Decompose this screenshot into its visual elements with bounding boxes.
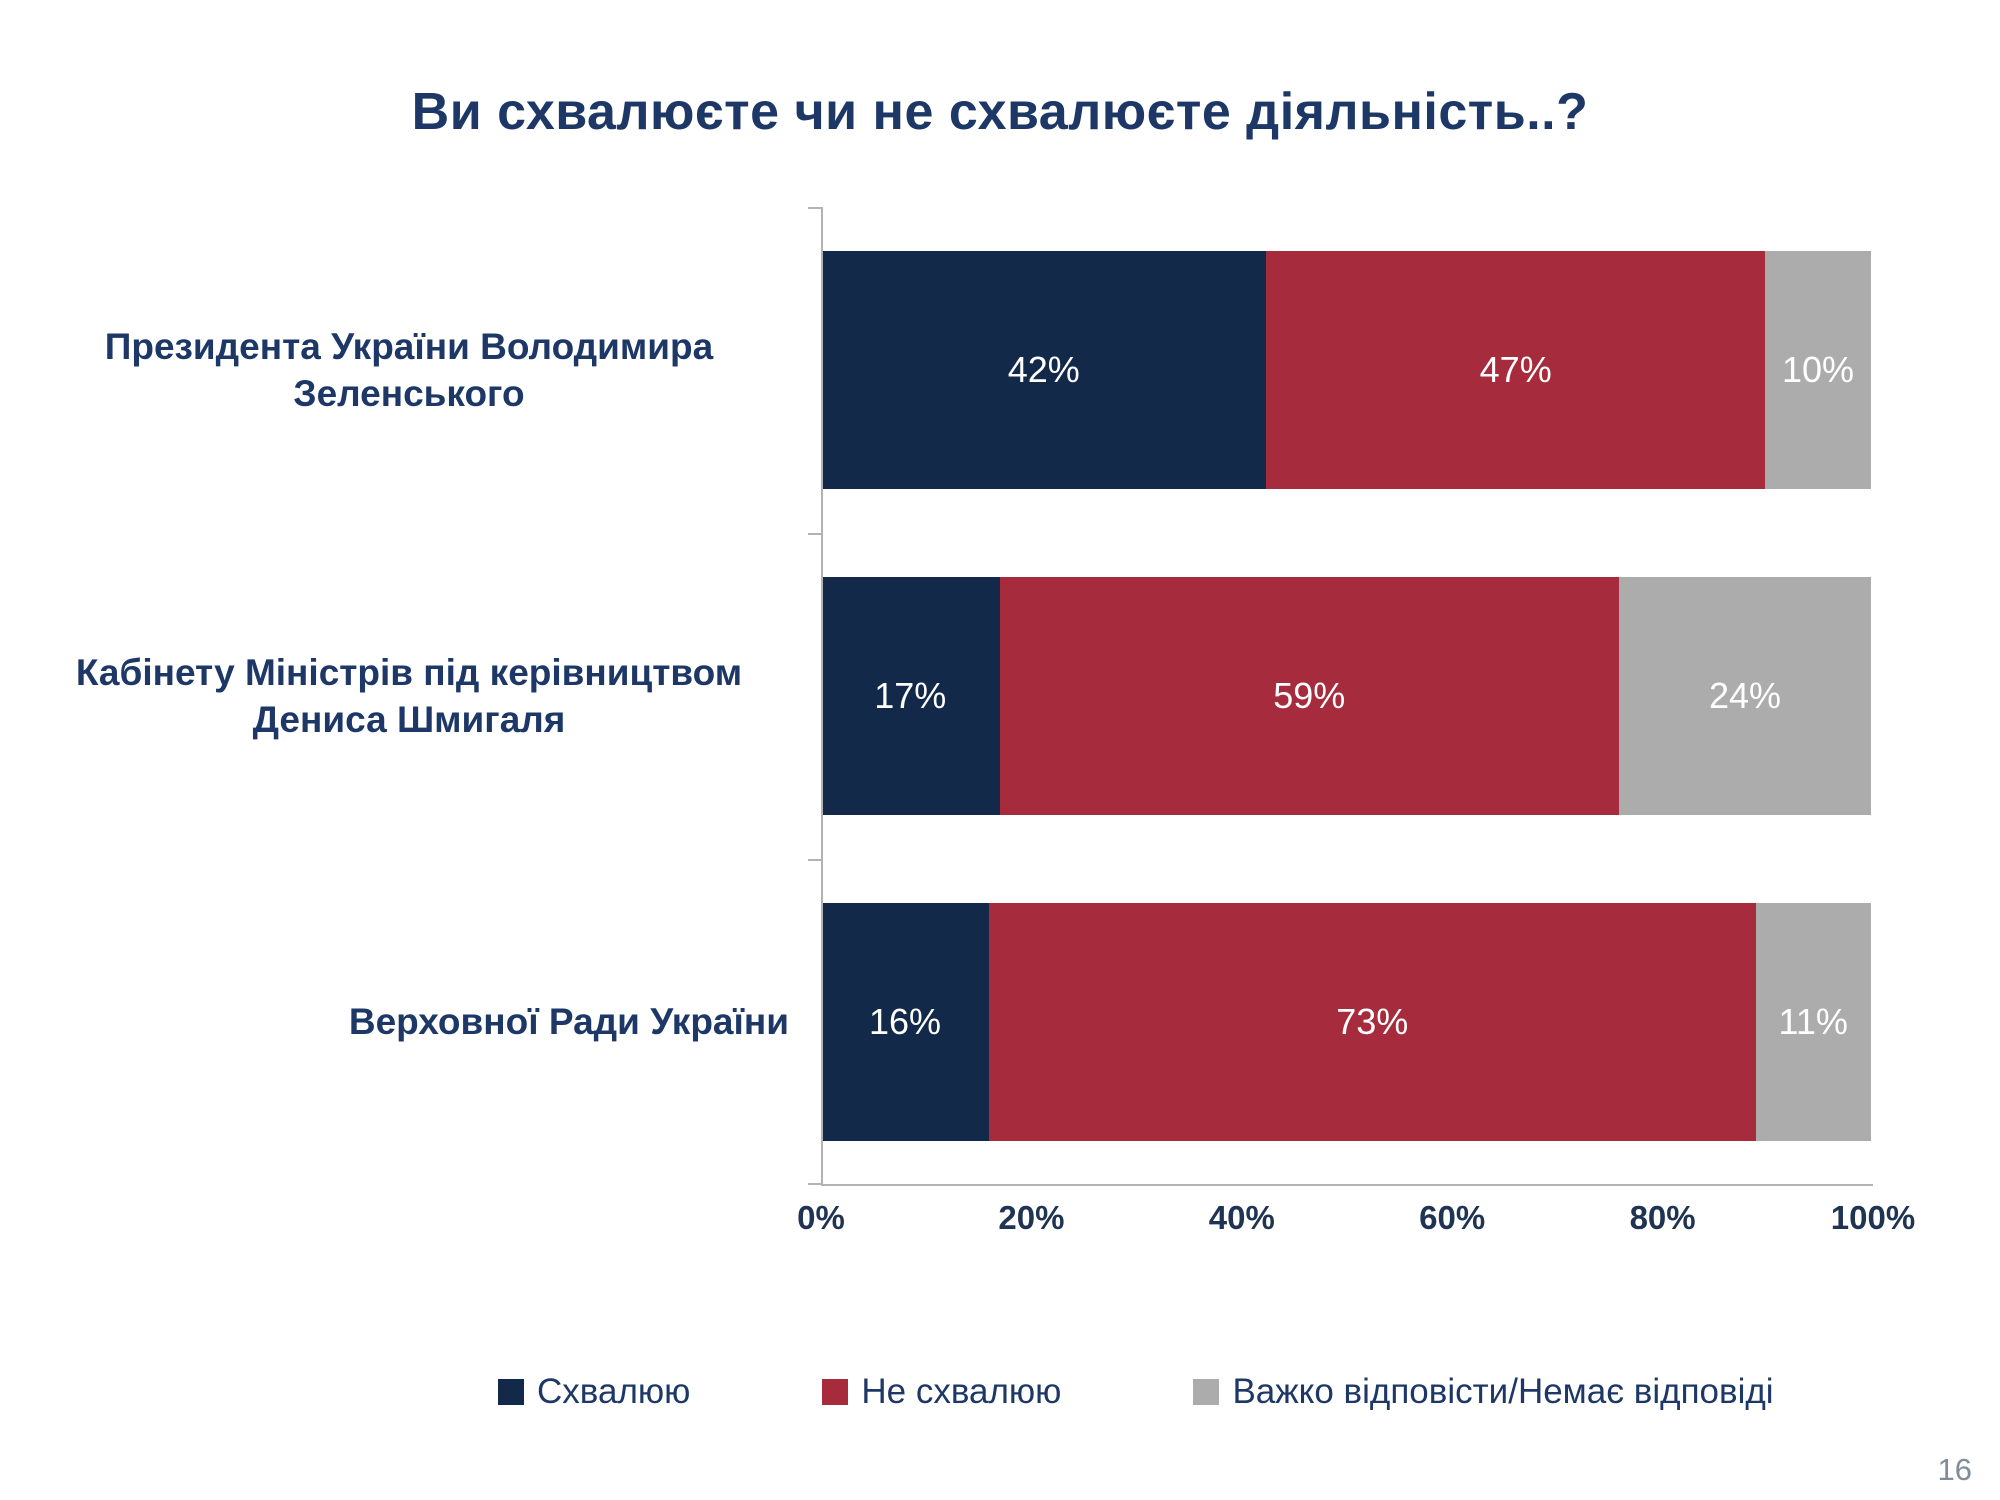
category-label-text: Президента України Володимира Зеленськог… [104, 325, 714, 414]
legend-item: Схвалюю [498, 1372, 690, 1412]
x-axis-tick-label: 80% [1629, 1199, 1696, 1236]
bar-segment: 11% [1755, 903, 1871, 1141]
value-label: 47% [1479, 349, 1552, 390]
value-label: 24% [1708, 675, 1782, 716]
axis-tick-mark [808, 859, 821, 861]
value-label: 73% [1336, 1001, 1409, 1042]
value-axis-line [821, 1184, 1873, 1186]
value-label: 11% [1778, 1001, 1848, 1042]
value-label: 10% [1781, 349, 1854, 390]
legend-swatch [1193, 1379, 1220, 1405]
bar-segment: 24% [1619, 577, 1871, 815]
bar-segment: 17% [821, 577, 1000, 815]
x-axis-tick-labels: 0% 20% 40% 60% 80% 100% [797, 1199, 1915, 1245]
bar-segment: 47% [1266, 251, 1765, 489]
axis-tick-mark [808, 1183, 821, 1185]
x-axis-tick-label: 0% [797, 1199, 845, 1236]
value-label: 16% [868, 1001, 942, 1042]
value-label: 59% [1273, 675, 1346, 716]
bar-segment: 10% [1764, 251, 1871, 489]
legend-item: Не схвалюю [822, 1372, 1061, 1412]
plot-area: Президента України Володимира Зеленськог… [0, 207, 2000, 1185]
legend-swatch [498, 1379, 524, 1405]
category-label-text: Кабінету Міністрів під керівництвом Дени… [75, 651, 743, 740]
legend: Схвалюю Не схвалюю Важко відповісти/Немає … [498, 1372, 1774, 1412]
bar-segment: 59% [999, 577, 1619, 815]
page-number: 16 [1937, 1452, 1972, 1487]
x-axis-tick-label: 20% [998, 1199, 1065, 1236]
legend-label: Важко відповісти/Немає відповіді [1232, 1372, 1774, 1411]
chart-row: Кабінету Міністрів під керівництвом Дени… [0, 533, 2000, 859]
axis-tick-mark [808, 207, 821, 209]
stacked-bar: 17% 59% 24% [821, 577, 1871, 815]
value-label: 42% [1007, 349, 1080, 390]
x-axis-tick-label: 60% [1419, 1199, 1486, 1236]
stacked-bar: 16% 73% 11% [821, 903, 1871, 1141]
bar-segment: 73% [989, 903, 1756, 1141]
stacked-bar-chart: Президента України Володимира Зеленськог… [0, 207, 2000, 1236]
bar-segment: 42% [821, 251, 1267, 489]
legend-swatch [822, 1379, 849, 1405]
x-axis-tick-label: 100% [1830, 1199, 1916, 1236]
bar-segment: 16% [821, 903, 989, 1141]
chart-row: Президента України Володимира Зеленськог… [0, 207, 2000, 533]
category-label: Кабінету Міністрів під керівництвом Дени… [0, 649, 821, 744]
legend-item: Важко відповісти/Немає відповіді [1193, 1372, 1774, 1412]
axis-tick-mark [808, 533, 821, 535]
legend-label: Схвалюю [537, 1372, 691, 1411]
category-label: Президента України Володимира Зеленськог… [0, 323, 821, 418]
category-axis-line [821, 207, 823, 1185]
legend-label: Не схвалюю [861, 1372, 1062, 1411]
category-label: Верховної Ради України [0, 998, 821, 1045]
chart-title: Ви схвалюєте чи не схвалюєте діяльність.… [411, 83, 1589, 141]
category-label-text: Верховної Ради України [348, 1001, 789, 1043]
chart-row: Верховної Ради України 16% 73% 11% [0, 859, 2000, 1185]
stacked-bar: 42% 47% 10% [821, 251, 1871, 489]
x-axis-tick-label: 40% [1208, 1199, 1275, 1236]
value-label: 17% [874, 675, 947, 716]
